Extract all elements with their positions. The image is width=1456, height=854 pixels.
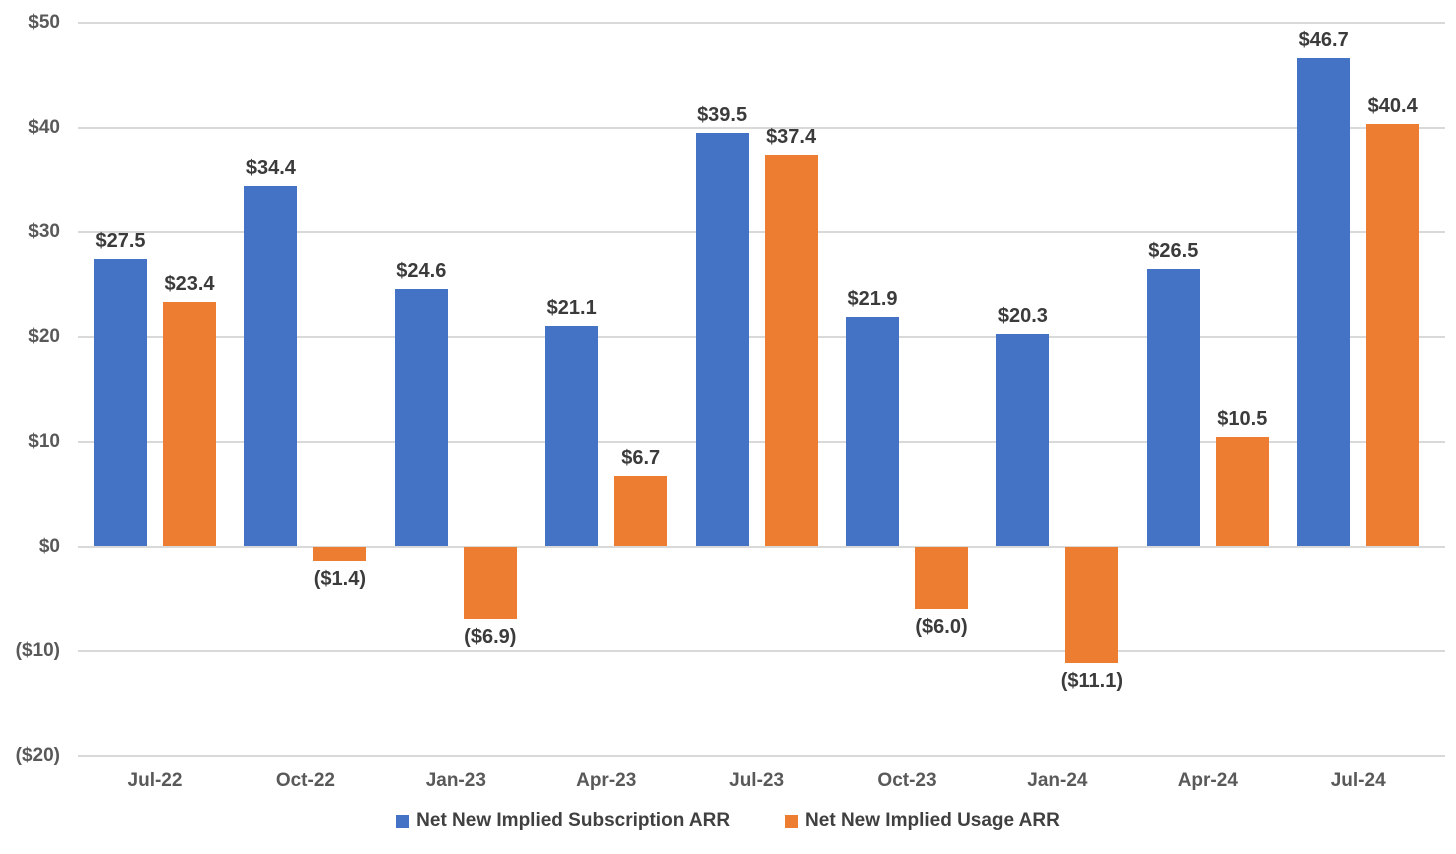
data-label-subscription-jul-23: $39.5 — [697, 103, 748, 126]
gridline — [78, 336, 1445, 339]
y-axis-tick-label: ($10) — [15, 640, 60, 662]
bar-usage-jan-24 — [1065, 546, 1119, 663]
y-axis-tick-label: $20 — [28, 326, 60, 348]
bar-subscription-jul-23 — [695, 132, 749, 547]
x-axis-label-jan-24: Jan-24 — [1027, 770, 1088, 791]
bar-usage-jul-23 — [764, 154, 818, 547]
data-label-subscription-oct-22: $34.4 — [245, 157, 296, 180]
gridline — [78, 231, 1445, 234]
gridline — [78, 126, 1445, 129]
legend-item-usage: Net New Implied Usage ARR — [785, 810, 1060, 832]
data-label-subscription-oct-23: $21.9 — [847, 288, 898, 311]
data-label-usage-jul-22: $23.4 — [164, 272, 215, 295]
y-axis-tick-label: ($20) — [15, 744, 60, 766]
y-axis-tick-label: $40 — [28, 116, 60, 138]
data-label-usage-jul-24: $40.4 — [1367, 94, 1418, 117]
data-label-subscription-jul-22: $27.5 — [95, 229, 146, 252]
x-axis-label-apr-23: Apr-23 — [576, 770, 637, 791]
x-axis-label-jul-24: Jul-24 — [1330, 770, 1386, 791]
x-axis-label-jul-22: Jul-22 — [127, 770, 183, 791]
bar-usage-apr-24 — [1215, 436, 1269, 547]
bar-usage-oct-23 — [915, 546, 968, 610]
data-label-usage-oct-22: ($1.4) — [313, 568, 367, 591]
data-label-subscription-jan-23: $24.6 — [396, 259, 447, 282]
data-label-usage-apr-23: $6.7 — [621, 447, 661, 470]
legend-swatch-usage-icon — [785, 814, 799, 828]
bar-subscription-oct-22 — [244, 186, 298, 547]
x-axis-label-oct-22: Oct-22 — [275, 770, 335, 791]
chart-legend: Net New Implied Subscription ARR Net New… — [0, 810, 1456, 832]
bar-subscription-jan-23 — [394, 288, 448, 547]
bar-usage-jul-24 — [1366, 123, 1420, 547]
gridline — [78, 650, 1445, 653]
data-label-usage-oct-23: ($6.0) — [915, 616, 968, 639]
gridline — [78, 754, 1445, 757]
legend-label-usage: Net New Implied Usage ARR — [805, 810, 1060, 831]
x-axis-label-apr-24: Apr-24 — [1177, 770, 1238, 791]
y-axis-tick-label: $0 — [38, 535, 60, 557]
data-label-usage-jul-23: $37.4 — [766, 125, 817, 148]
gridline — [78, 22, 1445, 24]
bar-subscription-jul-22 — [94, 258, 147, 547]
bar-subscription-apr-23 — [545, 325, 599, 547]
bar-usage-jul-22 — [163, 301, 216, 547]
x-axis-label-jan-23: Jan-23 — [425, 770, 486, 791]
data-label-usage-jan-23: ($6.9) — [464, 625, 517, 648]
x-axis-label-jul-23: Jul-23 — [729, 770, 785, 791]
bar-usage-oct-22 — [313, 546, 367, 562]
bar-subscription-jul-24 — [1297, 57, 1351, 547]
data-label-subscription-apr-23: $21.1 — [546, 296, 597, 319]
y-axis-tick-label: $30 — [28, 221, 60, 243]
data-label-usage-jan-24: ($11.1) — [1060, 669, 1124, 692]
x-axis-label-oct-23: Oct-23 — [877, 770, 937, 791]
gridline — [78, 440, 1445, 443]
y-axis-tick-label: $50 — [28, 12, 60, 33]
data-label-usage-apr-24: $10.5 — [1217, 407, 1268, 430]
bar-usage-apr-23 — [614, 476, 668, 547]
data-label-subscription-jan-24: $20.3 — [997, 304, 1048, 327]
bar-subscription-oct-23 — [846, 317, 899, 547]
data-label-subscription-apr-24: $26.5 — [1148, 240, 1199, 263]
bar-subscription-apr-24 — [1146, 269, 1200, 547]
gridline — [78, 545, 1445, 548]
legend-swatch-subscription-icon — [396, 814, 410, 828]
bar-usage-jan-23 — [463, 546, 517, 619]
legend-label-subscription: Net New Implied Subscription ARR — [416, 810, 731, 831]
y-axis-tick-label: $10 — [28, 430, 60, 452]
data-label-subscription-jul-24: $46.7 — [1298, 28, 1349, 51]
bar-subscription-jan-24 — [996, 333, 1050, 547]
legend-item-subscription: Net New Implied Subscription ARR — [396, 810, 730, 832]
